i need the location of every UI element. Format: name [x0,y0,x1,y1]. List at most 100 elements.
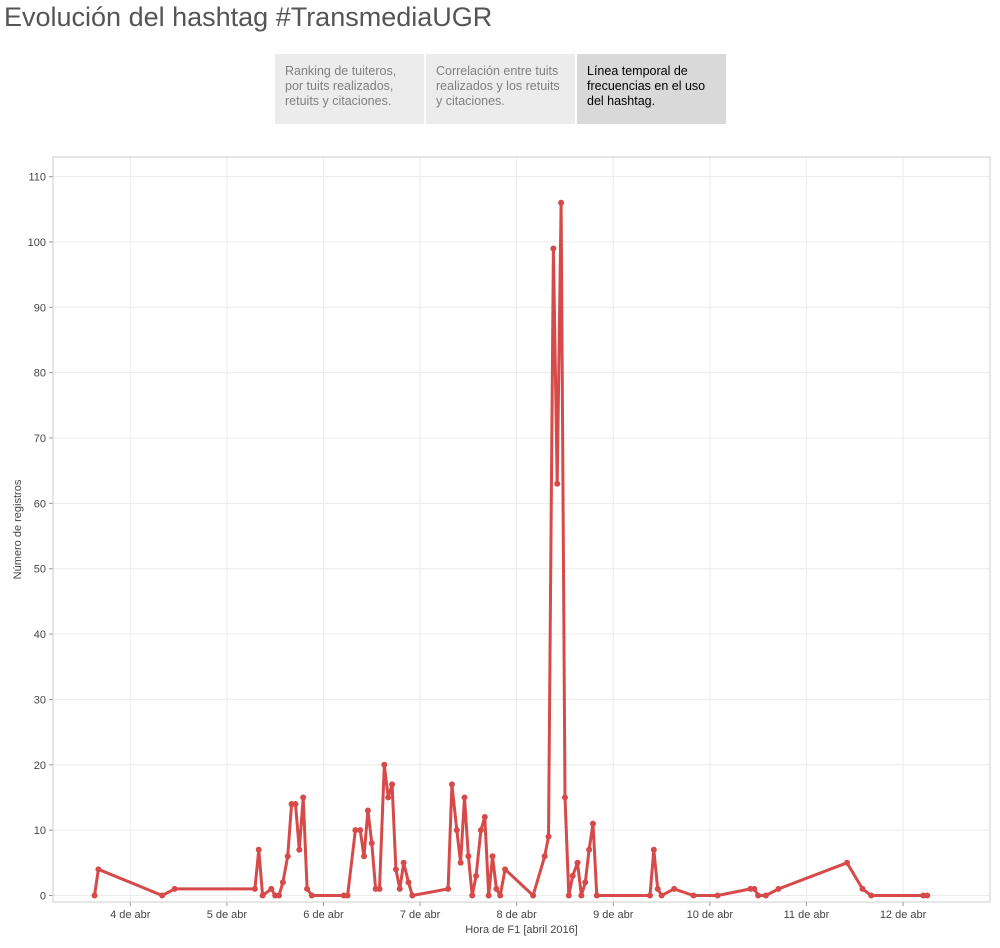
data-point[interactable] [292,800,299,807]
tab-ranking[interactable]: Ranking de tuiteros, por tuits realizado… [275,54,424,124]
data-point[interactable] [308,892,315,899]
data-point[interactable] [159,892,166,899]
data-point[interactable] [448,781,455,788]
data-point[interactable] [502,866,509,873]
y-axis-title: Número de registros [12,479,24,579]
y-axis-ticks: 0 10 20 30 40 50 60 70 80 90 100 110 [28,172,53,902]
data-point[interactable] [485,892,492,899]
data-point[interactable] [578,892,585,899]
data-point[interactable] [268,885,275,892]
data-point[interactable] [364,807,371,814]
y-tick-label: 50 [34,564,46,576]
data-point[interactable] [650,846,657,853]
data-point[interactable] [300,794,307,801]
data-point[interactable] [461,794,468,801]
data-point[interactable] [582,879,589,886]
data-point[interactable] [671,885,678,892]
data-point[interactable] [255,846,262,853]
page-title: Evolución del hashtag #TransmediaUGR [4,2,493,32]
data-point[interactable] [550,245,557,252]
data-point[interactable] [762,892,769,899]
x-tick-label: 11 de abr [784,909,830,921]
data-point[interactable] [465,853,472,860]
data-point[interactable] [924,892,931,899]
data-point[interactable] [276,892,283,899]
data-point[interactable] [91,892,98,899]
data-point[interactable] [381,761,388,768]
data-point[interactable] [352,827,359,834]
x-tick-label: 8 de abr [496,909,537,921]
data-point[interactable] [457,859,464,866]
data-point[interactable] [658,892,665,899]
data-point[interactable] [296,846,303,853]
data-point[interactable] [593,892,600,899]
data-point[interactable] [400,859,407,866]
data-point[interactable] [554,480,561,487]
x-tick-label: 9 de abr [593,909,634,921]
data-point[interactable] [385,794,392,801]
data-point[interactable] [859,885,866,892]
data-point[interactable] [409,892,416,899]
data-point[interactable] [569,872,576,879]
y-tick-label: 60 [34,498,46,510]
tab-timeline[interactable]: Línea temporal de frecuencias en el uso … [577,54,726,124]
data-point[interactable] [497,892,504,899]
tab-correlation[interactable]: Correlación entre tuits realizados y los… [426,54,575,124]
data-point[interactable] [304,885,311,892]
data-point[interactable] [469,892,476,899]
data-point[interactable] [586,846,593,853]
tab-bar: Ranking de tuiteros, por tuits realizado… [275,54,726,124]
data-point[interactable] [389,781,396,788]
x-tick-label: 12 de abr [880,909,927,921]
x-tick-label: 7 de abr [400,909,441,921]
data-point[interactable] [690,892,697,899]
data-point[interactable] [357,827,364,834]
data-point[interactable] [868,892,875,899]
data-point[interactable] [473,872,480,879]
data-point[interactable] [171,885,178,892]
data-point[interactable] [545,833,552,840]
data-point[interactable] [541,853,548,860]
y-tick-label: 70 [34,433,46,445]
data-point[interactable] [489,853,496,860]
data-point[interactable] [565,892,572,899]
y-tick-label: 100 [28,237,46,249]
data-point[interactable] [453,827,460,834]
data-point[interactable] [344,892,351,899]
data-point[interactable] [284,853,291,860]
y-tick-label: 0 [40,890,46,902]
data-point[interactable] [392,866,399,873]
data-point[interactable] [654,885,661,892]
data-point[interactable] [376,885,383,892]
data-point[interactable] [558,199,565,206]
data-point[interactable] [481,814,488,821]
data-point[interactable] [396,885,403,892]
y-tick-label: 40 [34,629,46,641]
x-axis-ticks: 4 de abr 5 de abr 6 de abr 7 de abr 8 de abr… [110,902,927,921]
data-point[interactable] [530,892,537,899]
data-point[interactable] [574,859,581,866]
data-point[interactable] [646,892,653,899]
data-point[interactable] [477,827,484,834]
data-points [91,199,931,899]
series-line [93,201,929,897]
x-tick-label: 5 de abr [207,909,248,921]
data-point[interactable] [361,853,368,860]
data-point[interactable] [755,892,762,899]
data-point[interactable] [561,794,568,801]
data-point[interactable] [259,892,266,899]
data-point[interactable] [405,879,412,886]
data-point[interactable] [493,885,500,892]
data-point[interactable] [95,866,102,873]
data-point[interactable] [251,885,258,892]
data-point[interactable] [279,879,286,886]
data-point[interactable] [775,885,782,892]
data-point[interactable] [844,859,851,866]
data-point[interactable] [589,820,596,827]
data-point[interactable] [751,885,758,892]
data-point[interactable] [714,892,721,899]
data-point[interactable] [368,840,375,847]
data-point[interactable] [445,885,452,892]
x-axis-title: Hora de F1 [abril 2016] [465,924,578,936]
